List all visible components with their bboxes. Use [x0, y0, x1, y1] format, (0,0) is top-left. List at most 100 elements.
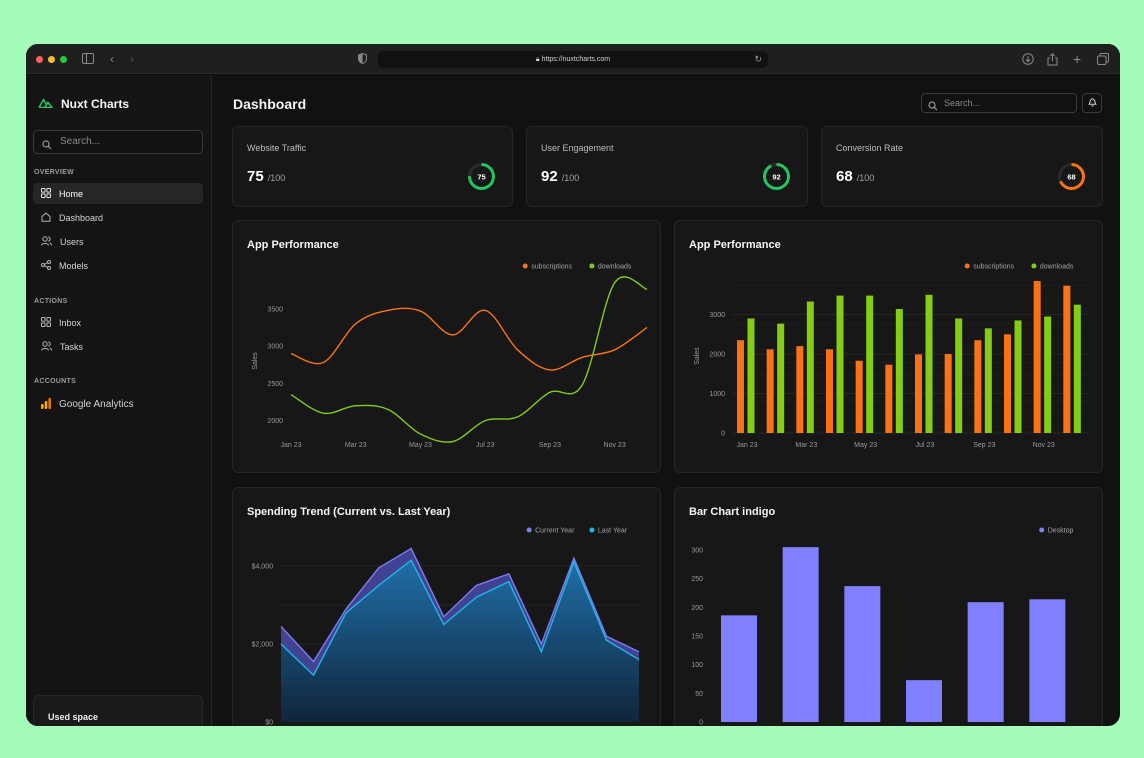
users-icon: [41, 235, 52, 248]
y-tick-label: 0: [699, 720, 703, 727]
bar-downloads: [747, 318, 755, 433]
bar-subscriptions: [974, 340, 982, 433]
download-icon[interactable]: [1022, 53, 1034, 67]
close-window-button[interactable]: [36, 56, 43, 63]
stat-value: 68/100: [836, 168, 875, 185]
area-last-year: [281, 560, 639, 722]
sidebar-item-google-analytics[interactable]: Google Analytics: [33, 394, 203, 415]
sidebar-item-label: Google Analytics: [59, 399, 134, 410]
grid-icon: [41, 187, 51, 200]
back-icon[interactable]: ‹: [110, 52, 114, 66]
section-label-overview: OVERVIEW: [34, 169, 75, 176]
grouped-bar-chart: 0 1000 2000 3000 Sales Jan 23 Mar 23 May 23 Jul …: [694, 263, 1089, 449]
url-text: https://nuxtcharts.com: [541, 56, 611, 63]
sidebar-toggle-icon[interactable]: [82, 53, 94, 66]
shield-icon[interactable]: [358, 52, 367, 66]
bar-subscriptions: [796, 346, 804, 433]
sidebar-item-label: Models: [59, 260, 89, 271]
maximize-window-button[interactable]: [60, 56, 67, 63]
y-tick-label: 300: [691, 548, 703, 555]
stat-card-user-engagement: User Engagement 92/100 92: [526, 126, 808, 207]
legend-label: subscriptions: [973, 264, 1014, 271]
main-content: Dashboard Website Traffic 75/100 75 User…: [213, 75, 1120, 726]
y-tick-label: 200: [691, 605, 703, 612]
nuxt-logo-icon: [38, 97, 53, 111]
bar-desktop: [782, 547, 819, 722]
share-icon: [41, 259, 51, 272]
stat-value: 75/100: [247, 168, 286, 185]
x-tick-label: Sep 23: [539, 442, 561, 449]
legend-swatch: [526, 527, 532, 533]
sidebar-item-inbox[interactable]: Inbox: [33, 312, 203, 333]
brand-name: Nuxt Charts: [61, 97, 130, 111]
y-tick-label: 50: [695, 691, 703, 698]
stat-label: Website Traffic: [247, 143, 307, 153]
bar-subscriptions: [915, 354, 922, 433]
url-bar[interactable]: 🔒︎ https://nuxtcharts.com ↻: [378, 51, 768, 68]
y-tick-label: 2000: [267, 418, 283, 425]
legend-label: downloads: [598, 264, 632, 271]
sidebar-item-dashboard[interactable]: Dashboard: [33, 207, 203, 228]
x-tick-label: Mar 23: [795, 442, 817, 449]
sidebar-item-tasks[interactable]: Tasks: [33, 336, 203, 357]
bar-subscriptions: [944, 354, 952, 433]
used-space-label: Used space: [48, 712, 99, 722]
sidebar-item-label: Inbox: [59, 317, 82, 328]
y-tick-label: 2500: [267, 381, 283, 388]
sidebar-search[interactable]: [33, 130, 203, 154]
x-tick-label: Nov 23: [1033, 442, 1055, 449]
gauge-value: 92: [772, 172, 780, 181]
bar-desktop: [967, 602, 1004, 722]
browser-window: ‹ › 🔒︎ https://nuxtcharts.com ↻ + Nuxt C…: [26, 44, 1120, 726]
users-icon: [41, 340, 52, 353]
notifications-button[interactable]: [1082, 93, 1102, 113]
bar-downloads: [955, 318, 963, 433]
bar-downloads: [1014, 320, 1022, 433]
bar-subscriptions: [1033, 280, 1041, 433]
gauge-ring: 92: [763, 163, 790, 190]
header-search-input[interactable]: [944, 98, 1072, 108]
bar-desktop: [1029, 599, 1066, 722]
chart-title: App Performance: [247, 239, 339, 251]
sidebar-item-users[interactable]: Users: [33, 231, 203, 252]
chart-card-bar: App Performance 0 1000 2000 3000 Sales Jan 23…: [674, 220, 1103, 473]
x-tick-label: Jan 23: [280, 442, 301, 449]
bar-subscriptions: [766, 349, 774, 433]
minimize-window-button[interactable]: [48, 56, 55, 63]
gauge-ring: 75: [468, 163, 495, 190]
search-icon: [42, 137, 52, 155]
brand[interactable]: Nuxt Charts: [38, 97, 129, 111]
bar-subscriptions: [1063, 285, 1071, 433]
bar-desktop: [844, 586, 881, 722]
sidebar-search-input[interactable]: [60, 136, 198, 147]
gauge-value: 75: [477, 172, 485, 181]
new-tab-icon[interactable]: +: [1073, 51, 1082, 67]
page-title: Dashboard: [233, 96, 307, 112]
browser-titlebar: ‹ › 🔒︎ https://nuxtcharts.com ↻ +: [26, 44, 1120, 74]
legend-swatch: [1031, 263, 1037, 269]
x-tick-label: Nov 23: [604, 442, 626, 449]
legend-label: subscriptions: [531, 264, 572, 271]
bar-downloads: [866, 295, 874, 433]
home-icon: [41, 211, 51, 224]
sidebar: Nuxt Charts OVERVIEW Home Dashboard User…: [26, 75, 212, 726]
share-browser-icon[interactable]: [1047, 53, 1058, 68]
section-label-actions: ACTIONS: [34, 298, 68, 305]
forward-icon[interactable]: ›: [130, 52, 134, 66]
bell-icon: [1087, 94, 1097, 112]
legend-label: Desktop: [1048, 528, 1074, 535]
line-chart: 2000 2500 3000 3500 Sales Jan 23 Mar 23 May 23 J…: [252, 263, 648, 449]
sidebar-item-models[interactable]: Models: [33, 255, 203, 276]
y-tick-label: 3000: [709, 312, 725, 319]
tabs-overview-icon[interactable]: [1097, 53, 1109, 67]
y-tick-label: 0: [721, 431, 725, 438]
bar-desktop: [721, 615, 757, 722]
reload-icon[interactable]: ↻: [754, 54, 762, 64]
sidebar-item-home[interactable]: Home: [33, 183, 203, 204]
x-tick-label: Jan 23: [736, 442, 757, 449]
section-label-accounts: ACCOUNTS: [34, 378, 77, 385]
analytics-icon: [41, 397, 51, 412]
header-search[interactable]: [921, 93, 1077, 113]
bar-downloads: [1044, 316, 1052, 433]
x-tick-label: Mar 23: [345, 442, 367, 449]
